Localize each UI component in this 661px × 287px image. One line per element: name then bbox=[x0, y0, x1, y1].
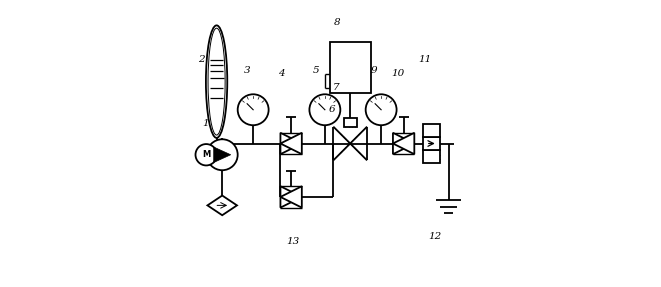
Text: 1: 1 bbox=[202, 119, 209, 128]
Circle shape bbox=[196, 144, 217, 165]
Polygon shape bbox=[393, 133, 414, 154]
Polygon shape bbox=[280, 186, 302, 208]
Text: 11: 11 bbox=[418, 55, 432, 64]
Text: 2: 2 bbox=[198, 55, 204, 64]
Text: 7: 7 bbox=[332, 83, 339, 92]
Bar bbox=[423, 150, 440, 163]
Polygon shape bbox=[280, 186, 302, 208]
Text: 12: 12 bbox=[428, 232, 441, 241]
Text: 9: 9 bbox=[371, 66, 377, 75]
Bar bbox=[423, 124, 440, 137]
Text: 13: 13 bbox=[286, 237, 299, 247]
Bar bbox=[344, 118, 356, 127]
Circle shape bbox=[309, 94, 340, 125]
Polygon shape bbox=[214, 147, 231, 162]
Circle shape bbox=[207, 139, 238, 170]
Polygon shape bbox=[208, 195, 237, 215]
Text: 10: 10 bbox=[391, 69, 404, 78]
Polygon shape bbox=[280, 133, 302, 154]
Circle shape bbox=[238, 94, 268, 125]
Circle shape bbox=[366, 94, 397, 125]
Bar bbox=[423, 137, 440, 150]
Text: 4: 4 bbox=[278, 69, 285, 78]
Text: 8: 8 bbox=[334, 18, 341, 27]
Text: 5: 5 bbox=[313, 66, 320, 75]
Text: 3: 3 bbox=[244, 66, 251, 75]
Bar bbox=[330, 42, 371, 93]
Polygon shape bbox=[280, 133, 302, 154]
Text: 6: 6 bbox=[329, 105, 335, 114]
Polygon shape bbox=[393, 133, 414, 154]
Text: M: M bbox=[202, 150, 210, 159]
